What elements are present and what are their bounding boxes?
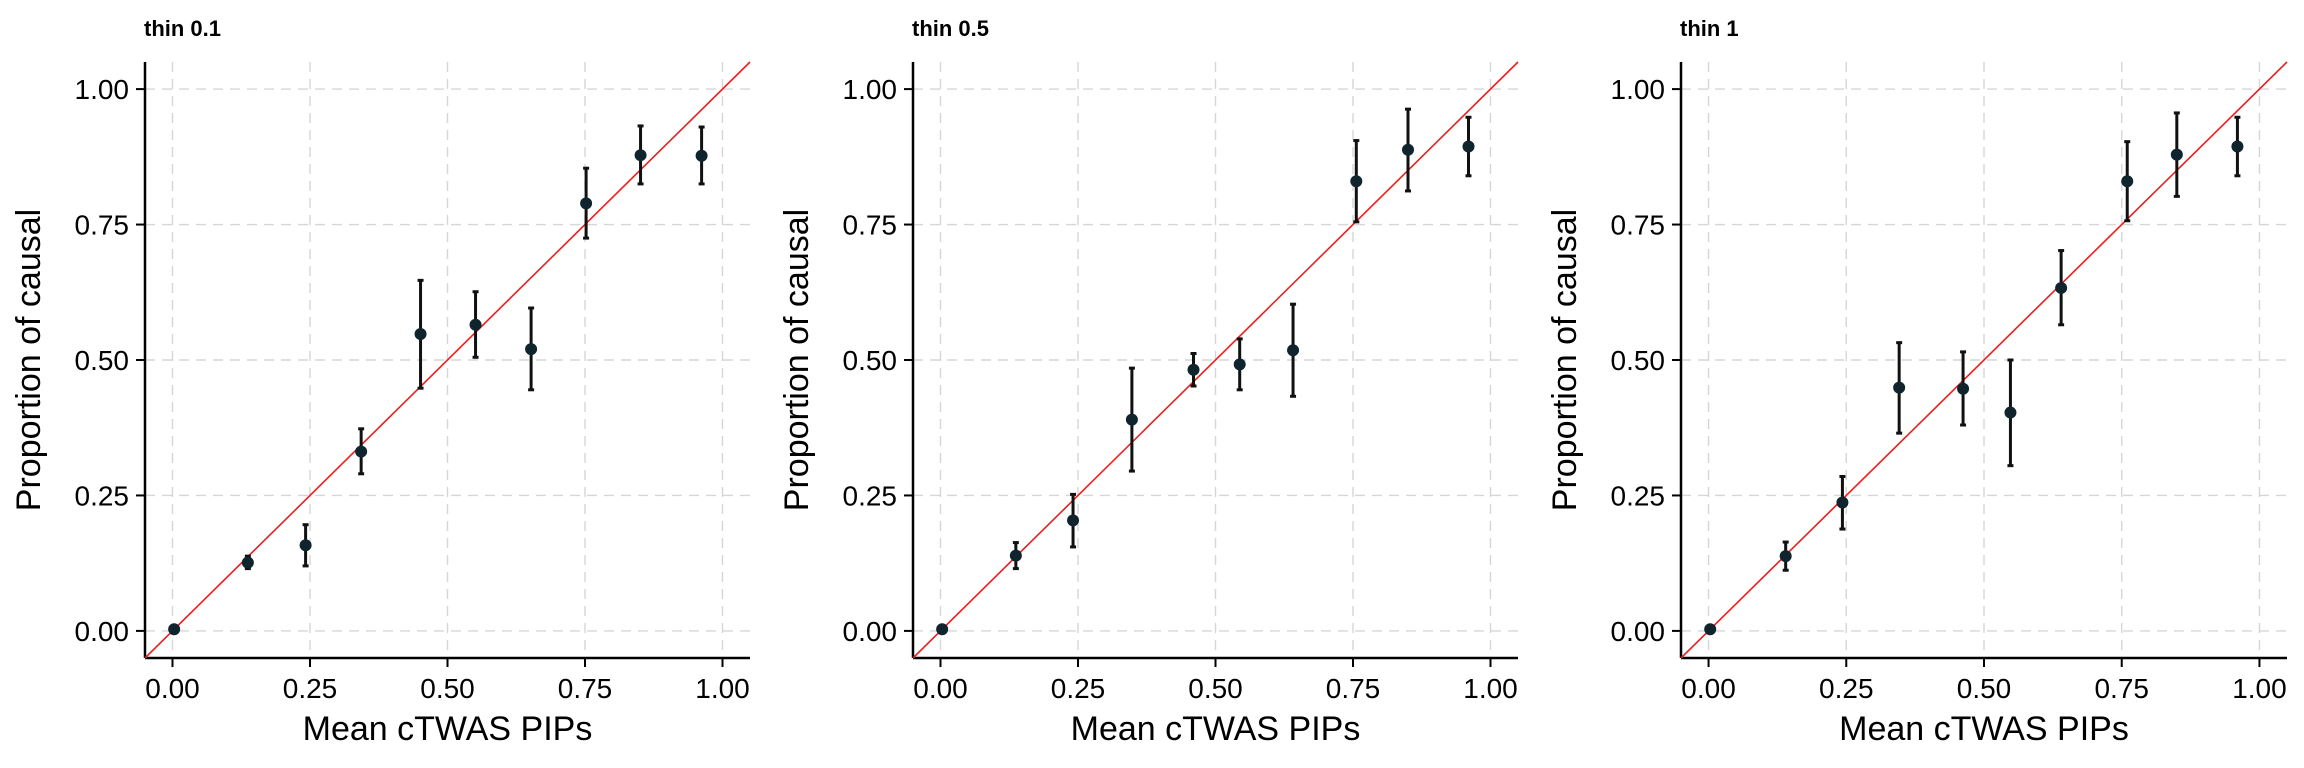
y-tick-label: 0.75 bbox=[1611, 210, 1666, 241]
x-tick-label: 0.00 bbox=[145, 673, 200, 704]
y-tick-label: 0.50 bbox=[1611, 345, 1666, 376]
panel-2: thin 0.5 0.00 0.00 0.25 0.25 0.50 0.50 0.75 0.75… bbox=[778, 16, 1519, 748]
x-tick-label: 0.75 bbox=[558, 673, 613, 704]
data-point bbox=[241, 556, 254, 569]
data-point bbox=[1009, 549, 1022, 562]
y-axis-title: Proportion of causal bbox=[1546, 209, 1584, 511]
data-point bbox=[1462, 140, 1475, 153]
y-tick-label: 0.00 bbox=[1611, 616, 1666, 647]
y-tick-label: 0.25 bbox=[75, 480, 130, 511]
data-point bbox=[1957, 382, 1970, 395]
x-tick-label: 1.00 bbox=[2232, 673, 2287, 704]
data-point bbox=[1125, 413, 1138, 426]
data-point bbox=[580, 197, 593, 210]
y-tick-label: 0.25 bbox=[843, 480, 898, 511]
data-point bbox=[2170, 148, 2183, 161]
x-tick-label: 0.75 bbox=[1326, 673, 1381, 704]
y-tick-label: 0.50 bbox=[75, 345, 130, 376]
x-axis-title: Mean cTWAS PIPs bbox=[1839, 710, 2129, 748]
data-point bbox=[695, 149, 708, 162]
data-point bbox=[1704, 623, 1717, 636]
y-tick-label: 0.50 bbox=[843, 345, 898, 376]
panel-3: thin 1 0.00 0.00 0.25 0.25 0.50 0.50 0.75 0.75 1.… bbox=[1546, 16, 2288, 748]
data-point bbox=[1067, 514, 1080, 527]
x-tick-label: 0.25 bbox=[1819, 673, 1874, 704]
x-tick-label: 0.50 bbox=[1957, 673, 2012, 704]
x-tick-label: 0.00 bbox=[913, 673, 968, 704]
x-tick-label: 0.75 bbox=[2094, 673, 2149, 704]
data-point bbox=[1779, 550, 1792, 563]
data-point bbox=[936, 623, 949, 636]
panel-title: thin 0.5 bbox=[912, 16, 989, 41]
x-tick-label: 0.25 bbox=[1051, 673, 1106, 704]
x-axis-title: Mean cTWAS PIPs bbox=[303, 710, 593, 748]
data-point bbox=[1893, 381, 1906, 394]
data-point bbox=[2121, 175, 2134, 188]
data-point bbox=[1287, 344, 1300, 357]
y-tick-label: 0.00 bbox=[75, 616, 130, 647]
y-tick-label: 1.00 bbox=[843, 74, 898, 105]
data-point bbox=[1233, 358, 1246, 371]
x-tick-label: 0.50 bbox=[1188, 673, 1243, 704]
data-point bbox=[299, 539, 312, 552]
x-tick-label: 1.00 bbox=[1463, 673, 1518, 704]
data-point bbox=[1836, 496, 1849, 509]
y-tick-label: 1.00 bbox=[1611, 74, 1666, 105]
data-point bbox=[2004, 406, 2017, 419]
data-point bbox=[469, 318, 482, 331]
y-tick-label: 0.75 bbox=[75, 210, 130, 241]
y-tick-label: 0.75 bbox=[843, 210, 898, 241]
data-point bbox=[355, 445, 368, 458]
data-point bbox=[634, 149, 647, 162]
data-point bbox=[2231, 140, 2244, 153]
data-point bbox=[1187, 363, 1200, 376]
data-point bbox=[525, 343, 538, 356]
panel-title: thin 0.1 bbox=[144, 16, 221, 41]
data-point bbox=[168, 623, 181, 636]
x-tick-label: 0.50 bbox=[420, 673, 475, 704]
y-axis-title: Proportion of causal bbox=[10, 209, 48, 511]
data-point bbox=[2055, 281, 2068, 294]
data-point bbox=[1350, 175, 1363, 188]
data-point bbox=[1402, 143, 1414, 156]
x-tick-label: 1.00 bbox=[695, 673, 750, 704]
x-tick-label: 0.25 bbox=[283, 673, 338, 704]
x-tick-label: 0.00 bbox=[1681, 673, 1736, 704]
y-axis-title: Proportion of causal bbox=[778, 209, 816, 511]
y-tick-label: 0.25 bbox=[1611, 480, 1666, 511]
y-tick-label: 1.00 bbox=[75, 74, 130, 105]
y-tick-label: 0.00 bbox=[843, 616, 898, 647]
x-axis-title: Mean cTWAS PIPs bbox=[1071, 710, 1361, 748]
data-point bbox=[414, 327, 427, 340]
panel-title: thin 1 bbox=[1680, 16, 1739, 41]
panel-1: thin 0.1 0.00 0.00 0.25 0.25 0.50 0.50 0.75 0.75… bbox=[10, 16, 751, 748]
